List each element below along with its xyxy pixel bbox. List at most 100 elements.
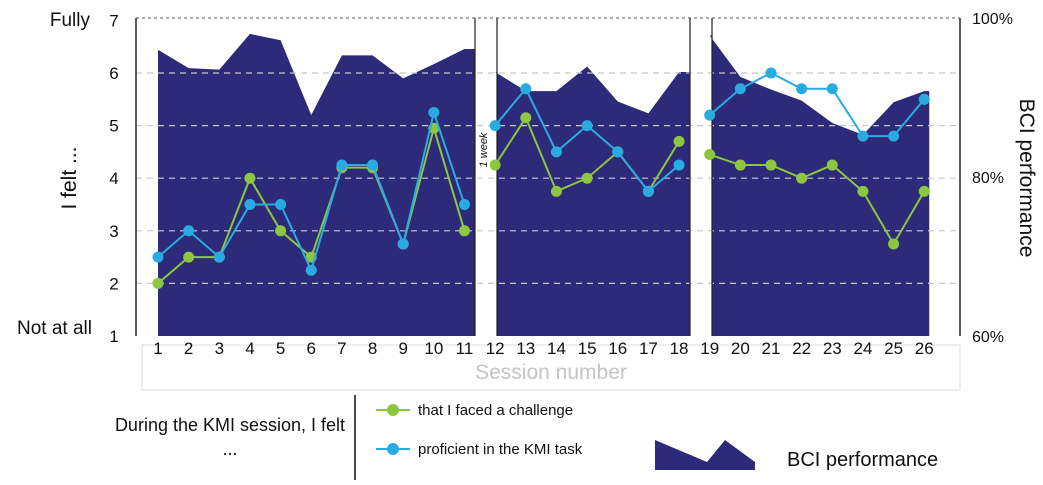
ytick-label-5: 5 — [109, 117, 118, 136]
series-2-point-11 — [459, 199, 470, 210]
ytick-label-6: 6 — [109, 64, 118, 83]
series-1-point-13 — [520, 112, 532, 124]
xaxis-frame — [141, 344, 961, 391]
xtick-label-1: 1 — [153, 339, 162, 358]
series-1-point-18 — [673, 135, 685, 147]
series-2-point-14 — [550, 146, 562, 158]
xtick-label-26: 26 — [915, 339, 934, 358]
series-lines — [152, 67, 930, 289]
xtick-label-13: 13 — [516, 339, 535, 358]
xtick-label-17: 17 — [639, 339, 658, 358]
xtick-label-7: 7 — [337, 339, 346, 358]
series-2-point-16 — [612, 146, 624, 158]
series-1-point-24 — [857, 185, 869, 197]
y2-axis-title: BCI performance — [1015, 99, 1038, 258]
series-2-point-22 — [796, 83, 808, 95]
xtick-label-11: 11 — [456, 339, 474, 358]
series-2-point-26 — [918, 93, 930, 105]
y2tick-label-80: 80% — [972, 170, 1004, 187]
xtick-label-8: 8 — [368, 339, 377, 358]
xtick-label-23: 23 — [823, 339, 842, 358]
gridlines — [136, 17, 960, 284]
xtick-label-20: 20 — [731, 339, 750, 358]
ytick-label-1: 1 — [109, 327, 118, 346]
legend-label-proficient: proficient in the KMI task — [418, 441, 583, 458]
bci-area-panel-2 — [495, 66, 690, 337]
xtick-label-16: 16 — [608, 339, 627, 358]
y2tick-label-60: 60% — [972, 329, 1004, 346]
series-1-point-1 — [152, 277, 164, 289]
xtick-label-21: 21 — [762, 339, 781, 358]
ytick-label-4: 4 — [109, 169, 118, 188]
y2tick-label-100: 100% — [972, 11, 1013, 28]
series-2-point-15 — [581, 120, 593, 132]
xtick-label-25: 25 — [884, 339, 903, 358]
xtick-label-18: 18 — [670, 339, 689, 358]
legend-swatch-bci — [655, 440, 755, 470]
xtick-label-24: 24 — [853, 339, 872, 358]
series-2-point-19 — [704, 109, 716, 121]
legend-swatch-challenge — [376, 404, 410, 416]
legend-label-challenge: that I faced a challenge — [418, 402, 574, 419]
series-1-point-14 — [550, 185, 562, 197]
legend-label-bci: BCI performance — [787, 449, 939, 471]
series-2-point-7 — [336, 159, 348, 171]
xtick-label-2: 2 — [184, 339, 193, 358]
xtick-label-22: 22 — [792, 339, 811, 358]
series-2-point-12 — [489, 120, 501, 132]
series-2-point-17 — [642, 185, 654, 197]
bci-area-panel-1 — [158, 33, 475, 337]
series-2-point-20 — [734, 83, 746, 95]
series-2-point-4 — [244, 199, 256, 210]
xtick-label-4: 4 — [245, 339, 254, 358]
legend-caption: During the KMI session, I felt ... — [114, 415, 346, 459]
xtick-label-5: 5 — [276, 339, 285, 358]
series-2-point-2 — [183, 225, 195, 237]
series-2-point-24 — [857, 130, 869, 142]
series-1-point-21 — [765, 159, 777, 171]
series-2-point-6 — [305, 264, 317, 276]
xtick-label-19: 19 — [700, 339, 719, 358]
series-2-point-25 — [888, 130, 900, 142]
series-2-point-5 — [275, 199, 287, 210]
ytick-extreme-bottom: Not at all — [17, 318, 92, 339]
xtick-label-15: 15 — [578, 339, 597, 358]
x-axis-title: Session number — [475, 361, 627, 384]
xtick-label-6: 6 — [307, 339, 316, 358]
ytick-label-3: 3 — [109, 222, 118, 241]
series-2-point-21 — [765, 67, 777, 79]
series-1-point-19 — [704, 149, 716, 161]
series-2-point-1 — [152, 251, 164, 263]
gap-annotation: 1 week — [478, 132, 490, 167]
axes — [135, 18, 961, 480]
series-1-point-11 — [459, 225, 470, 237]
series-1-point-22 — [796, 172, 808, 184]
series-1-point-12 — [489, 159, 501, 171]
series-1-point-26 — [918, 185, 930, 197]
series-2-point-8 — [367, 159, 379, 171]
y-axis-title: I felt ... — [58, 146, 81, 209]
series-2-point-23 — [826, 83, 838, 95]
series-2-point-18 — [673, 159, 685, 171]
xtick-label-14: 14 — [547, 339, 566, 358]
xtick-label-9: 9 — [398, 339, 407, 358]
series-2-point-13 — [520, 83, 532, 95]
xtick-label-3: 3 — [215, 339, 224, 358]
series-1-point-4 — [244, 172, 256, 184]
legend-swatch-proficient — [376, 443, 410, 455]
xtick-label-10: 10 — [424, 339, 443, 358]
xtick-label-12: 12 — [486, 339, 505, 358]
series-1-point-23 — [826, 159, 838, 171]
bci-area-layer — [158, 33, 930, 337]
ytick-label-2: 2 — [109, 274, 118, 293]
series-1-point-2 — [183, 251, 195, 263]
bci-area-panel-3 — [709, 35, 930, 337]
ytick-label-7: 7 — [109, 11, 118, 30]
series-1-point-15 — [581, 172, 593, 184]
series-1-point-20 — [734, 159, 746, 171]
series-1-point-5 — [275, 225, 287, 237]
ytick-extreme-top: Fully — [50, 10, 91, 31]
series-2-point-9 — [397, 238, 409, 250]
